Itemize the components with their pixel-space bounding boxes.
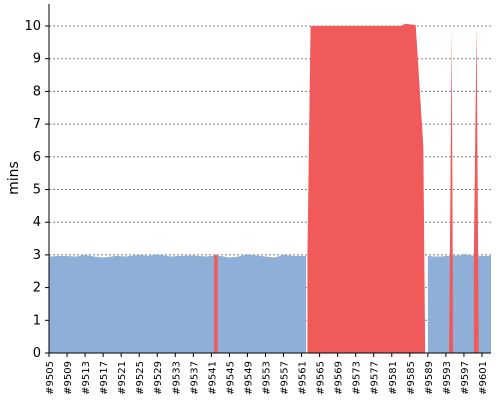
- x-tick-label: #9561: [298, 361, 309, 395]
- x-tick-label: #9569: [334, 361, 345, 395]
- failed-build-area: [214, 254, 218, 353]
- x-tick-label: #9553: [261, 361, 272, 395]
- x-tick-label: #9573: [352, 361, 363, 395]
- failed-build-area: [307, 23, 426, 354]
- x-tick-label: #9589: [424, 361, 435, 395]
- x-tick-label: #9597: [460, 361, 471, 395]
- y-tick-label: 6: [33, 150, 41, 165]
- x-tick-label: #9509: [63, 361, 74, 395]
- y-tick-label: 0: [33, 346, 41, 361]
- x-tick-label: #9525: [135, 361, 146, 395]
- x-tick-label: #9529: [153, 361, 164, 395]
- normal-build-area: [49, 254, 307, 353]
- x-tick-labels: #9505 #9509 #9513 #9517 #9521 #9525 #9529 #9533…: [45, 353, 489, 395]
- x-tick-label: #9577: [370, 361, 381, 395]
- x-tick-label: #9545: [225, 361, 236, 395]
- y-tick-label: 3: [33, 248, 41, 263]
- y-tick-label: 2: [33, 281, 41, 296]
- plot-areas: [49, 23, 491, 354]
- x-tick-label: #9557: [280, 361, 291, 395]
- failed-build-area: [473, 26, 479, 353]
- x-tick-label: #9537: [189, 361, 200, 395]
- y-tick-label: 5: [33, 183, 41, 198]
- x-tick-label: #9541: [207, 361, 218, 395]
- y-tick-label: 4: [33, 215, 41, 230]
- x-tick-label: #9521: [117, 361, 128, 395]
- x-tick-label: #9517: [99, 361, 110, 395]
- failed-build-area: [449, 29, 454, 354]
- y-tick-label: 9: [33, 52, 41, 67]
- y-axis-label: mins: [6, 161, 22, 195]
- y-tick-label: 10: [24, 19, 41, 34]
- x-tick-label: #9585: [406, 361, 417, 395]
- x-tick-label: #9565: [316, 361, 327, 395]
- x-tick-label: #9513: [81, 361, 92, 395]
- x-tick-label: #9549: [243, 361, 254, 395]
- x-tick-label: #9593: [442, 361, 453, 395]
- y-tick-labels: 0 1 2 3 4 5 6 7 8 9 10: [24, 19, 49, 361]
- y-tick-label: 8: [33, 84, 41, 99]
- normal-build-area: [427, 253, 491, 353]
- x-tick-label: #9505: [45, 361, 56, 395]
- y-tick-label: 7: [33, 117, 41, 132]
- x-tick-label: #9581: [388, 361, 399, 395]
- x-tick-label: #9601: [478, 361, 489, 395]
- x-tick-label: #9533: [171, 361, 182, 395]
- axes: [48, 4, 491, 354]
- y-tick-label: 1: [33, 313, 41, 328]
